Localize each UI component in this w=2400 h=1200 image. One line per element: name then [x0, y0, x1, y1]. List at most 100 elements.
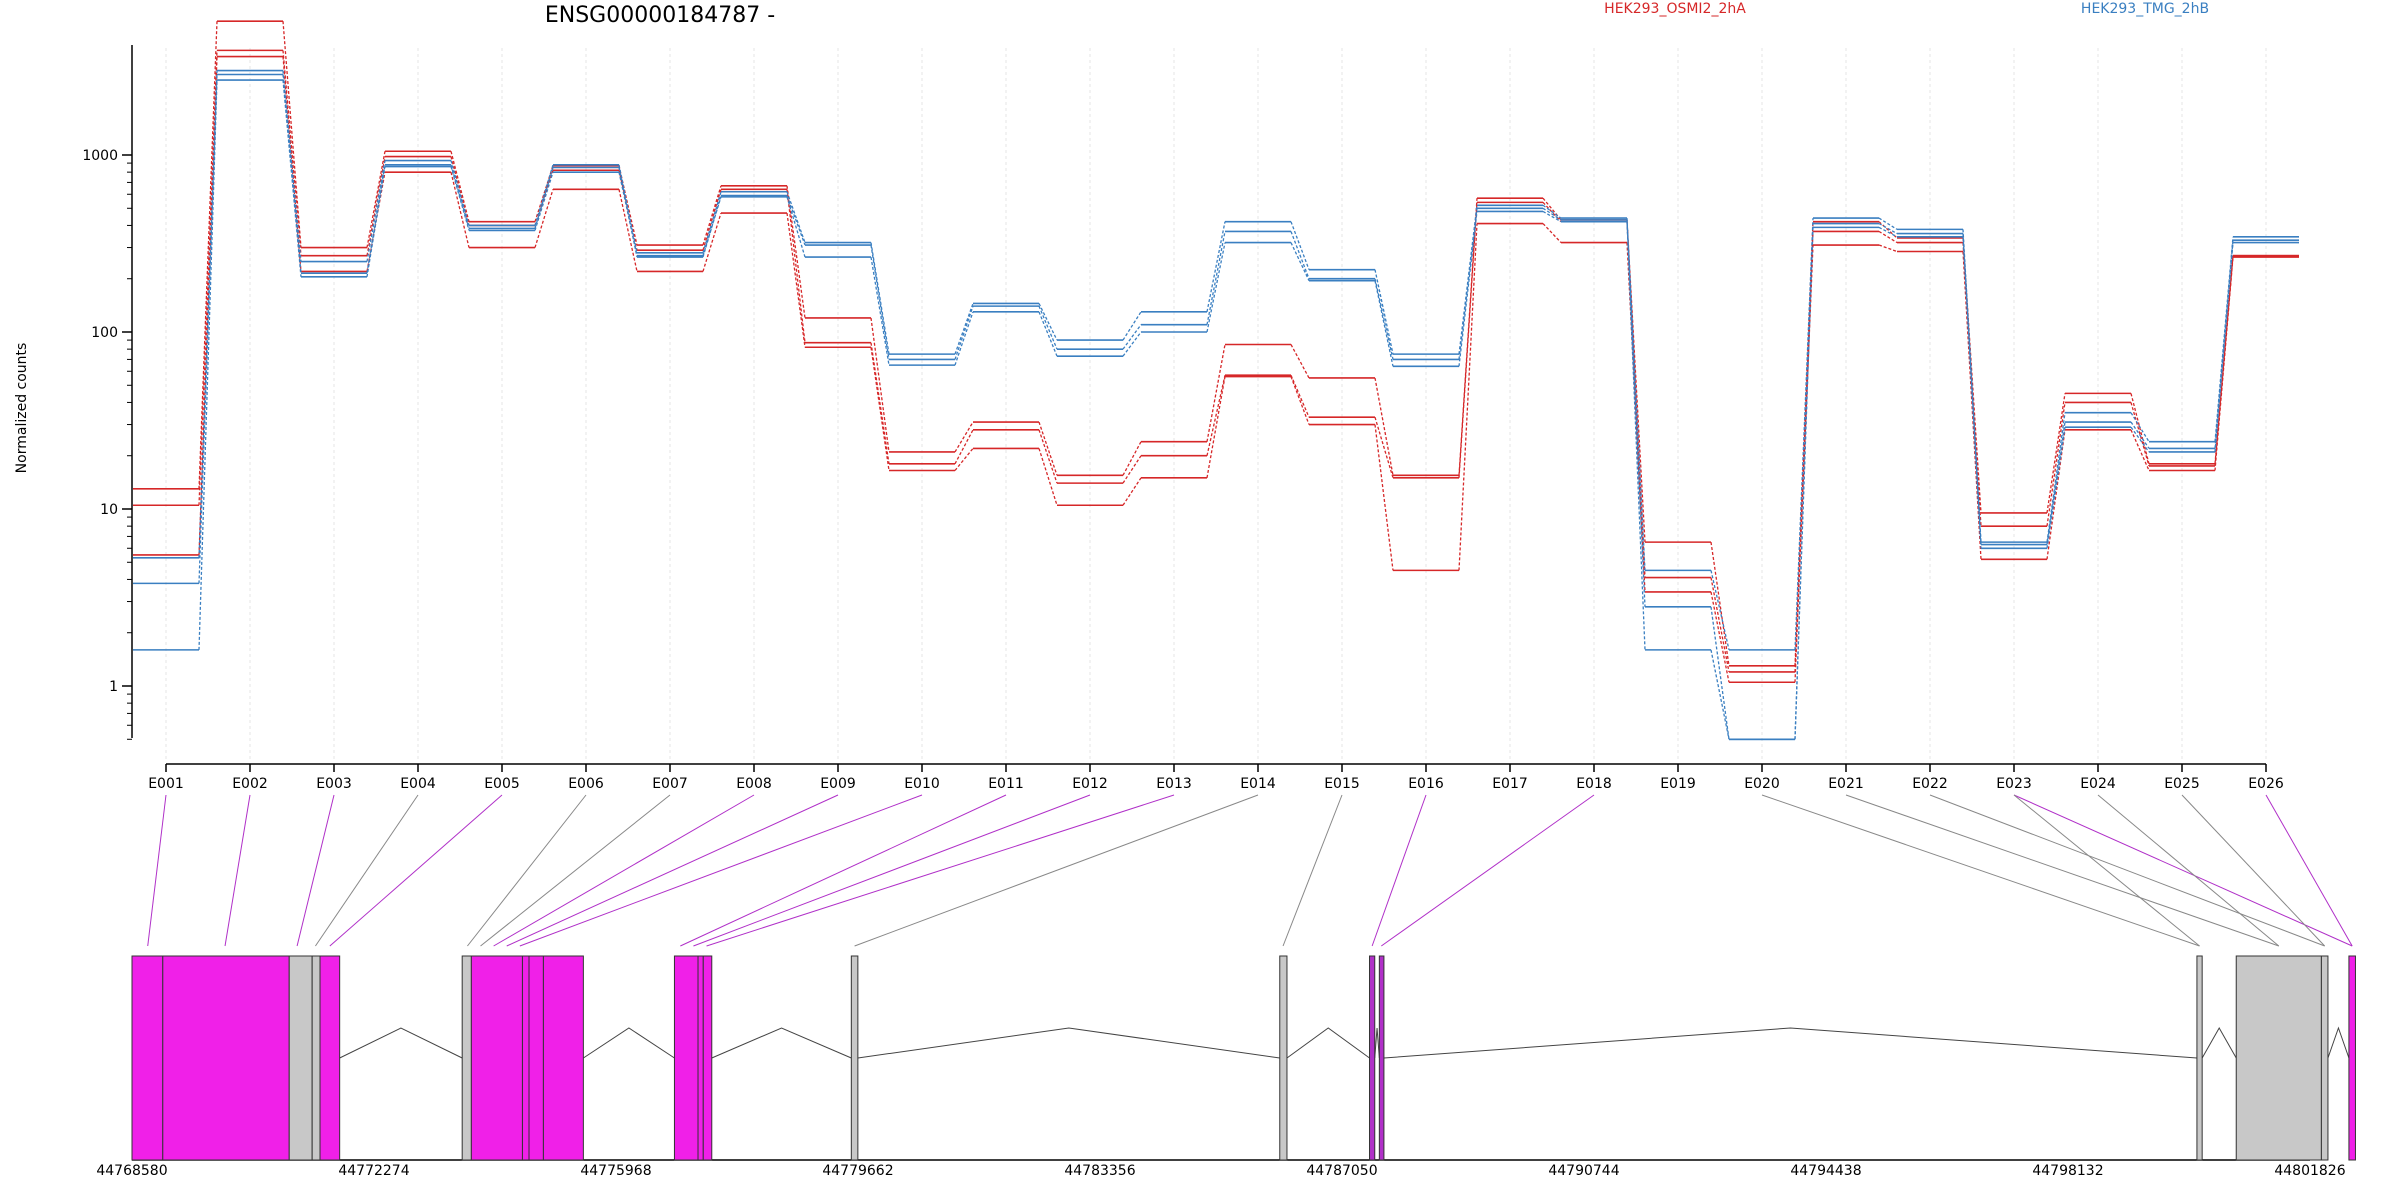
intron-line — [1286, 1027, 1370, 1059]
exon-label-connector — [519, 794, 923, 947]
exon-connector-segment — [450, 151, 470, 222]
exon-connector-segment — [366, 151, 386, 248]
exon-connector-segment — [2046, 412, 2066, 543]
exon-connector-segment — [282, 50, 302, 256]
exon-connector-segment — [702, 189, 722, 251]
intron-line — [583, 1027, 675, 1059]
exon-connector-segment — [870, 242, 890, 355]
exon-connector-segment — [1626, 219, 1646, 543]
exon-connector-segment — [2130, 412, 2150, 443]
exon-connector-segment — [1710, 542, 1730, 666]
x-tick-label: E006 — [568, 776, 604, 792]
x-tick-label: E001 — [148, 776, 184, 792]
axes: 1 10 100 1000 E001 E002 E003 E004 E005 E006 E007 E0… — [82, 45, 2284, 792]
exon-connector-segment — [2046, 393, 2066, 514]
x-tick-label: E003 — [316, 776, 352, 792]
exon-label-connector — [1381, 794, 1595, 947]
exon-block — [542, 955, 584, 1161]
exon-label-connector — [493, 794, 755, 947]
genomic-tick-label: 44783356 — [1064, 1163, 1135, 1179]
exon-label-connector — [1282, 794, 1343, 947]
exon-connector-segment — [702, 191, 722, 254]
exon-connector-segment — [1878, 230, 1898, 244]
exon-block — [319, 955, 341, 1161]
y-tick-label: 100 — [91, 325, 118, 341]
exon-gridlines — [165, 48, 2267, 760]
exon-connector-segment — [2130, 393, 2150, 464]
exon-block — [2320, 955, 2329, 1161]
exon-block — [2235, 955, 2322, 1161]
exon-block — [2348, 955, 2356, 1161]
exon-connector-segment — [282, 70, 302, 262]
legend-label-tmg: HEK293_TMG_2hB — [2081, 1, 2209, 17]
exon-connector-segment — [1458, 223, 1478, 571]
exon-connectors — [147, 794, 2353, 947]
exon-connector-segment — [2214, 257, 2234, 471]
exon-block — [470, 955, 523, 1161]
x-tick-label: E012 — [1072, 776, 1108, 792]
exon-connector-segment — [1038, 448, 1058, 506]
exon-connector-segment — [1626, 242, 1646, 592]
exon-connector-segment — [1962, 251, 1982, 560]
exon-connector-segment — [1038, 421, 1058, 476]
x-tick-label: E019 — [1660, 776, 1696, 792]
intron-line — [339, 1027, 463, 1059]
exon-connector-segment — [1206, 376, 1226, 478]
exon-connector-segment — [618, 172, 638, 256]
gene-model: 44768580 44772274 44775968 44779662 44783356… — [96, 955, 2356, 1179]
exon-connector-segment — [1122, 331, 1142, 357]
exon-connector-segment — [1374, 278, 1394, 360]
x-tick-label: E024 — [2080, 776, 2116, 792]
exon-connector-segment — [1122, 324, 1142, 350]
exon-connector-segment — [2046, 402, 2066, 527]
exon-connector-segment — [1542, 207, 1562, 221]
exon-connector-segment — [870, 244, 890, 360]
exon-connector-segment — [2130, 429, 2150, 471]
genomic-tick-label: 44779662 — [822, 1163, 893, 1179]
exon-connector-segment — [1542, 201, 1562, 223]
exon-connector-segment — [954, 303, 974, 355]
exon-connector-segment — [786, 196, 806, 258]
exon-connector-segment — [1794, 218, 1814, 650]
count-lines — [133, 20, 2299, 741]
x-tick-label: E016 — [1408, 776, 1444, 792]
x-tick-label: E002 — [232, 776, 268, 792]
exon-connector-segment — [1710, 577, 1730, 673]
exon-connector-segment — [786, 191, 806, 243]
exon-connector-segment — [1122, 311, 1142, 341]
exon-connector-segment — [198, 80, 218, 650]
exon-connector-segment — [198, 50, 218, 506]
exon-label-connector — [296, 794, 335, 947]
x-tick-label: E010 — [904, 776, 940, 792]
intron-line — [1383, 1027, 2197, 1059]
exon-connector-segment — [702, 185, 722, 246]
exon-label-connector — [224, 794, 251, 947]
x-tick-label: E005 — [484, 776, 520, 792]
genomic-tick-label: 44801826 — [2274, 1163, 2345, 1179]
exon-block — [850, 955, 859, 1161]
exon-connector-segment — [1458, 211, 1478, 367]
exon-block — [288, 955, 313, 1161]
exon-connector-segment — [954, 421, 974, 453]
x-tick-label: E011 — [988, 776, 1024, 792]
x-tick-label: E025 — [2164, 776, 2200, 792]
x-tick-label: E017 — [1492, 776, 1528, 792]
exon-label-connector — [1845, 794, 2279, 947]
intron-line — [2201, 1026, 2237, 1059]
genomic-tick-label: 44775968 — [580, 1163, 651, 1179]
exon-connector-segment — [1374, 424, 1394, 571]
exon-block — [528, 955, 544, 1161]
exon-connector-segment — [1290, 374, 1310, 418]
exon-connector-segment — [1458, 202, 1478, 478]
exon-connector-segment — [870, 347, 890, 471]
exon-connector-segment — [1374, 280, 1394, 367]
exon-connector-segment — [1206, 344, 1226, 442]
exon-label-connector — [706, 794, 1175, 947]
x-tick-label: E015 — [1324, 776, 1360, 792]
exon-connector-segment — [1542, 210, 1562, 223]
exon-connector-segment — [2046, 421, 2066, 545]
exon-connector-segment — [534, 167, 554, 229]
genomic-tick-label: 44787050 — [1306, 1163, 1377, 1179]
exon-block — [311, 955, 321, 1161]
x-tick-label: E022 — [1912, 776, 1948, 792]
